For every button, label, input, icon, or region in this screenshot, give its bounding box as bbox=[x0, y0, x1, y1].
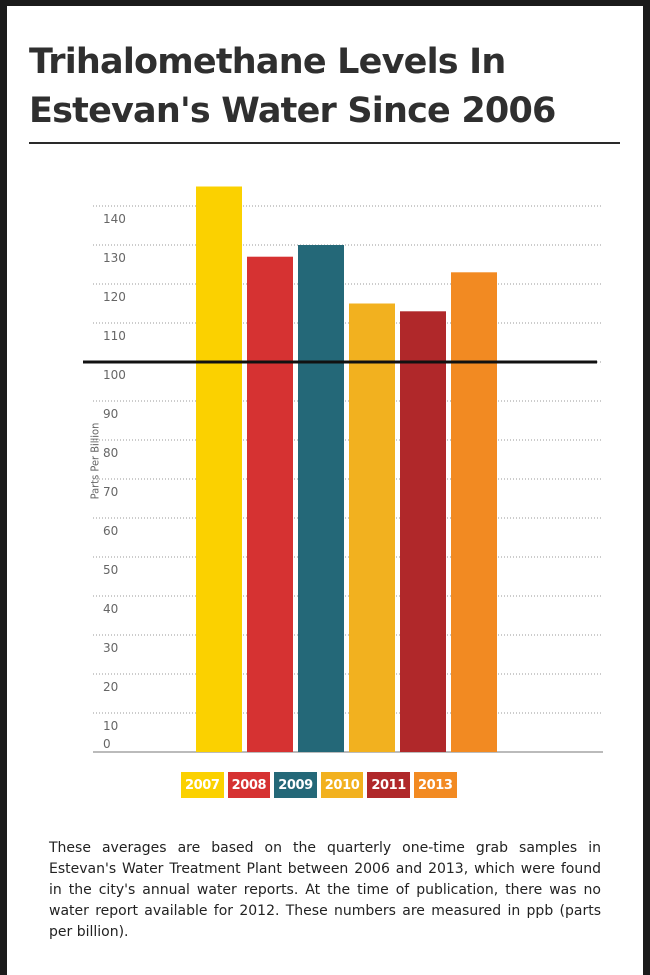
bar-2008 bbox=[247, 256, 293, 752]
y-tick-label: 30 bbox=[103, 641, 118, 655]
legend-item-2008: 2008 bbox=[227, 772, 271, 798]
bar-2007 bbox=[196, 186, 242, 752]
legend-item-2010: 2010 bbox=[320, 772, 364, 798]
y-axis-label: Parts Per Billion bbox=[88, 422, 102, 500]
y-tick-label: 110 bbox=[103, 329, 126, 343]
y-tick-label: 20 bbox=[103, 680, 118, 694]
chart-card: Trihalomethane Levels In Estevan's Water… bbox=[7, 6, 643, 975]
y-tick-label: 130 bbox=[103, 251, 126, 265]
y-tick-label: 80 bbox=[103, 446, 118, 460]
legend-item-2007: 2007 bbox=[181, 772, 224, 798]
y-tick-label: 120 bbox=[103, 290, 126, 304]
bar-2013 bbox=[451, 272, 497, 752]
bar-chart: 0 10 20 30 40 50 60 70 80 90 100 110 120 130 140 bbox=[83, 186, 603, 753]
y-tick-label: 70 bbox=[103, 485, 118, 499]
bar-2011 bbox=[400, 311, 446, 752]
legend-item-2009: 2009 bbox=[274, 772, 317, 798]
y-tick-label: 40 bbox=[103, 602, 118, 616]
bar-2010 bbox=[349, 303, 395, 752]
legend: 2007 2008 2009 2010 2011 2013 bbox=[181, 772, 457, 798]
page-title: Trihalomethane Levels In Estevan's Water… bbox=[29, 38, 629, 136]
y-tick-label: 0 bbox=[103, 737, 111, 751]
caption-text: These averages are based on the quarterl… bbox=[49, 840, 601, 940]
bar-2009 bbox=[298, 245, 344, 752]
title-line-2: Estevan's Water Since 2006 bbox=[29, 91, 556, 131]
title-line-1: Trihalomethane Levels In bbox=[29, 42, 506, 82]
y-tick-label: 90 bbox=[103, 407, 118, 421]
y-tick-label: 100 bbox=[103, 368, 126, 382]
y-tick-label: 10 bbox=[103, 719, 118, 733]
y-tick-label: 140 bbox=[103, 212, 126, 226]
y-tick-label: 60 bbox=[103, 524, 118, 538]
y-tick-label: 50 bbox=[103, 563, 118, 577]
legend-item-2011: 2011 bbox=[367, 772, 410, 798]
title-rule bbox=[29, 142, 620, 144]
legend-item-2013: 2013 bbox=[413, 772, 457, 798]
